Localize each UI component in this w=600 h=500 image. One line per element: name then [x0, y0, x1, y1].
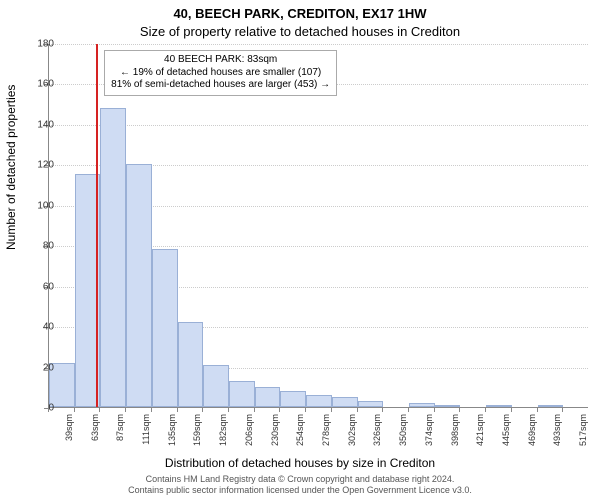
x-tick-label: 135sqm [167, 414, 177, 446]
x-tick-label: 421sqm [475, 414, 485, 446]
y-tick-label: 60 [43, 281, 54, 292]
x-tick-label: 63sqm [90, 414, 100, 441]
histogram-bar [152, 249, 178, 407]
info-box-line2: ← 19% of detached houses are smaller (10… [111, 67, 330, 80]
x-tick-mark [408, 408, 409, 412]
x-tick-mark [125, 408, 126, 412]
x-tick-label: 493sqm [552, 414, 562, 446]
x-tick-label: 87sqm [115, 414, 125, 441]
x-tick-label: 182sqm [218, 414, 228, 446]
x-tick-label: 445sqm [501, 414, 511, 446]
x-tick-label: 326sqm [372, 414, 382, 446]
x-tick-mark [485, 408, 486, 412]
chart-title-address: 40, BEECH PARK, CREDITON, EX17 1HW [0, 6, 600, 21]
x-tick-mark [228, 408, 229, 412]
footer-line-2: Contains public sector information licen… [0, 485, 600, 496]
y-tick-label: 120 [37, 160, 54, 171]
x-tick-mark [459, 408, 460, 412]
y-tick-label: 180 [37, 39, 54, 50]
histogram-bar [332, 397, 358, 407]
histogram-bar [229, 381, 255, 407]
x-tick-label: 159sqm [192, 414, 202, 446]
x-tick-mark [331, 408, 332, 412]
x-tick-mark [357, 408, 358, 412]
property-marker-line [96, 44, 98, 407]
histogram-bar [486, 405, 512, 407]
x-tick-mark [434, 408, 435, 412]
y-tick-label: 40 [43, 322, 54, 333]
y-tick-label: 100 [37, 200, 54, 211]
x-tick-label: 350sqm [398, 414, 408, 446]
x-tick-mark [254, 408, 255, 412]
x-axis-label: Distribution of detached houses by size … [0, 456, 600, 470]
x-tick-label: 302sqm [347, 414, 357, 446]
x-tick-mark [537, 408, 538, 412]
histogram-bar [358, 401, 384, 407]
info-box-line3: 81% of semi-detached houses are larger (… [111, 79, 330, 92]
property-info-box: 40 BEECH PARK: 83sqm← 19% of detached ho… [104, 50, 337, 96]
x-tick-label: 254sqm [295, 414, 305, 446]
x-tick-label: 230sqm [270, 414, 280, 446]
x-tick-label: 206sqm [244, 414, 254, 446]
footer-copyright: Contains HM Land Registry data © Crown c… [0, 474, 600, 496]
gridline-h [49, 125, 588, 126]
chart-title-subtitle: Size of property relative to detached ho… [0, 24, 600, 39]
histogram-bar [255, 387, 281, 407]
y-tick-label: 20 [43, 362, 54, 373]
x-tick-label: 517sqm [578, 414, 588, 446]
histogram-bar [178, 322, 204, 407]
histogram-bar [409, 403, 435, 407]
x-tick-label: 111sqm [141, 414, 151, 445]
y-axis-label: Number of detached properties [4, 85, 18, 250]
histogram-bar [100, 108, 126, 407]
x-tick-mark [202, 408, 203, 412]
x-tick-label: 278sqm [321, 414, 331, 446]
x-tick-mark [562, 408, 563, 412]
histogram-bar [203, 365, 229, 407]
x-tick-mark [99, 408, 100, 412]
footer-line-1: Contains HM Land Registry data © Crown c… [0, 474, 600, 485]
x-tick-mark [279, 408, 280, 412]
x-tick-label: 39sqm [64, 414, 74, 441]
x-tick-mark [48, 408, 49, 412]
histogram-bar [435, 405, 461, 407]
y-tick-label: 0 [48, 403, 54, 414]
x-tick-mark [382, 408, 383, 412]
x-tick-mark [511, 408, 512, 412]
x-tick-mark [177, 408, 178, 412]
histogram-bar [306, 395, 332, 407]
histogram-plot: 40 BEECH PARK: 83sqm← 19% of detached ho… [48, 44, 588, 408]
x-tick-mark [151, 408, 152, 412]
gridline-h [49, 44, 588, 45]
x-tick-label: 398sqm [450, 414, 460, 446]
x-tick-mark [305, 408, 306, 412]
y-tick-label: 160 [37, 79, 54, 90]
histogram-bar [538, 405, 564, 407]
x-tick-mark [74, 408, 75, 412]
histogram-bar [280, 391, 306, 407]
x-tick-label: 469sqm [527, 414, 537, 446]
info-box-line1: 40 BEECH PARK: 83sqm [111, 54, 330, 67]
y-tick-label: 80 [43, 241, 54, 252]
histogram-bar [126, 164, 152, 407]
x-tick-label: 374sqm [424, 414, 434, 446]
y-tick-label: 140 [37, 119, 54, 130]
